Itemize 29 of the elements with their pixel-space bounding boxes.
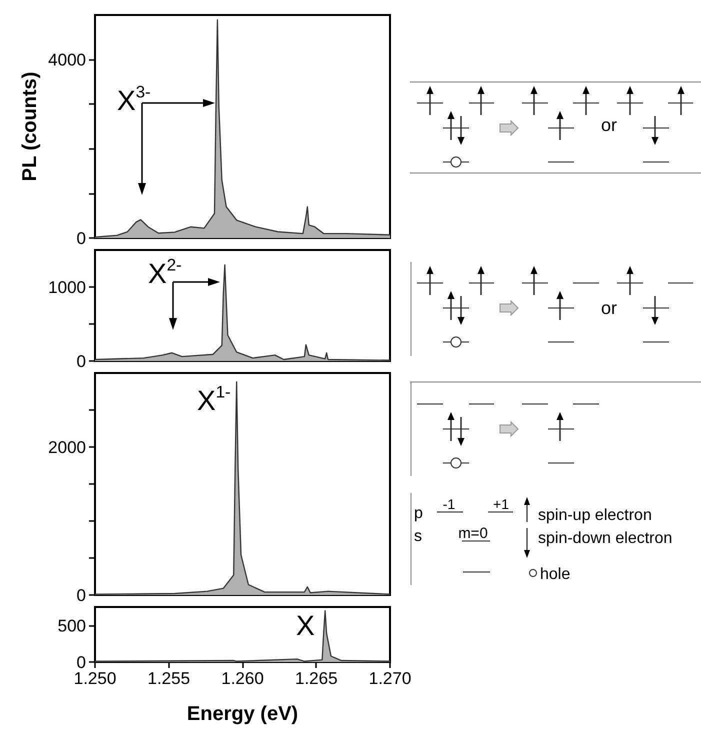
text: p [414, 505, 423, 522]
text: -1 [442, 496, 456, 512]
text: or [601, 115, 618, 135]
text: s [414, 528, 422, 545]
x-tick-label: 1.265 [294, 669, 338, 688]
annotation: X$^{2-}$ [148, 255, 182, 289]
x-tick-label: 1.260 [221, 669, 264, 688]
text: m=0 [458, 525, 488, 542]
text: hole [540, 566, 570, 583]
y-tick-label: 1000 [48, 278, 86, 297]
text: spin-up electron [538, 507, 652, 524]
y-tick-label: 500 [58, 616, 86, 636]
y-tick-label: 0 [76, 352, 86, 371]
annotation: X [296, 610, 315, 641]
annotation: X$^{3-}$ [117, 82, 151, 116]
y-axis-title: PL (counts) [19, 72, 41, 182]
text: spin-down electron [538, 530, 672, 547]
x-tick-label: 1.255 [147, 669, 190, 688]
y-tick-label: 4000 [48, 50, 86, 70]
y-tick-label: 0 [76, 586, 86, 605]
y-tick-label: 2000 [48, 438, 86, 457]
text: or [601, 298, 618, 318]
x-axis-title: Energy (eV) [186, 703, 298, 725]
x-tick-label: 1.270 [368, 669, 412, 688]
text: +1 [493, 496, 510, 512]
x-tick-label: 1.250 [74, 669, 116, 688]
y-tick-label: 0 [76, 653, 86, 672]
y-tick-label: 0 [76, 229, 86, 248]
annotation: X$^{1-}$ [197, 382, 231, 416]
